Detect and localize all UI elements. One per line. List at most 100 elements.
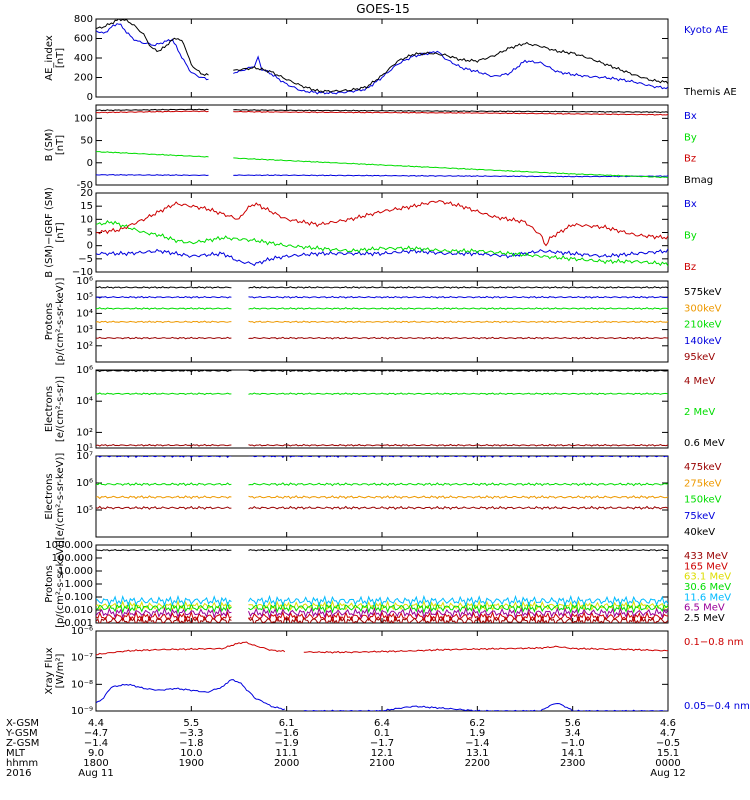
series-line-0-05-0-4-nm (96, 679, 668, 711)
y-tick-label: -50 (77, 180, 93, 191)
y-tick-label: 10⁶ (76, 478, 93, 489)
legend-label: 30.6 MeV (684, 582, 731, 593)
orbit-value: −1.7 (370, 738, 394, 749)
y-tick-label: 10⁵ (76, 292, 93, 303)
y-tick-label: 10 (80, 214, 93, 225)
legend-label: 6.5 MeV (684, 603, 725, 614)
orbit-row-label: X-GSM (6, 718, 39, 729)
legend-label: By (684, 132, 697, 143)
panel-6: 10⁵ 10⁶ 10⁷ Electrons[e/(cm²-s-sr-keV)] 475k… (44, 451, 722, 541)
y-tick-label: 10⁻⁷ (71, 653, 93, 664)
orbit-row-label: Y-GSM (5, 728, 38, 739)
series-line-4-mev (96, 443, 668, 447)
legend-label: 11.6 MeV (684, 592, 731, 603)
orbit-value: 6.2 (469, 718, 485, 729)
legend-label: 75keV (684, 511, 715, 522)
y-tick-label: 400 (74, 53, 93, 64)
orbit-value: −0.5 (656, 738, 680, 749)
y-tick-label: 1.000 (64, 579, 93, 590)
orbit-row-label: hhmm (6, 758, 38, 769)
legend-label: 40keV (684, 527, 715, 538)
legend-label: Kyoto AE (684, 25, 728, 36)
y-axis-label: Electrons[e/(cm²-s-sr-keV)] (44, 453, 66, 541)
panel-8: 10⁻⁹ 10⁻⁸ 10⁻⁷ 10⁻⁶ Xray Flux[W/m²] 0.1−0.8 n… (44, 626, 750, 717)
y-tick-label: 600 (74, 34, 93, 45)
legend-label: Bx (684, 199, 697, 210)
y-tick-label: 0 (87, 241, 93, 252)
y-tick-label: 10⁶ (76, 365, 93, 376)
y-tick-label: 200 (74, 73, 93, 84)
orbit-value: 6.1 (279, 718, 295, 729)
orbit-value: 0.1 (374, 728, 390, 739)
orbit-value: 2300 (560, 758, 585, 769)
orbit-value: 1900 (179, 758, 204, 769)
y-tick-label: 10⁴ (76, 308, 93, 319)
series-line-300kev (96, 320, 668, 324)
legend-label: 4 MeV (684, 376, 715, 387)
y-axis-label: AE_index[nT] (44, 35, 66, 81)
y-axis-label: Protons[p/(cm²-s-sr-keV)] (44, 278, 66, 366)
y-axis-label: B (SM)[nT] (44, 128, 66, 161)
series-line-140kev (96, 295, 668, 299)
y-axis-label: Xray Flux[W/m²] (44, 647, 66, 694)
orbit-value: Aug 11 (78, 768, 113, 779)
y-tick-label: 10² (76, 427, 93, 438)
y-tick-label: 10⁻⁹ (71, 706, 93, 717)
y-tick-label: 10³ (76, 325, 93, 336)
orbit-row-label: Z-GSM (6, 738, 39, 749)
panel-4: 10² 10³ 10⁴ 10⁵ 10⁶ Protons[p/(cm²-s-sr-keV)]… (44, 276, 722, 365)
orbit-value: −1.0 (561, 738, 585, 749)
y-tick-label: 10⁴ (76, 396, 93, 407)
orbit-value: 10.0 (180, 748, 202, 759)
plot-title: GOES-15 (356, 2, 410, 16)
series-line-575kev (96, 286, 668, 289)
legend-label: 2.5 MeV (684, 613, 725, 624)
orbit-value: 0000 (655, 758, 680, 769)
series-line-by (96, 219, 668, 267)
series-line-11-6-mev (96, 594, 668, 608)
y-tick-label: 1000.000 (45, 540, 93, 551)
legend-label: 140keV (684, 336, 722, 347)
orbit-value: 14.1 (562, 748, 584, 759)
y-tick-label: 0.001 (64, 618, 93, 629)
orbit-value: −1.4 (465, 738, 489, 749)
series-line-by (96, 151, 668, 179)
orbit-row-label: MLT (6, 748, 26, 759)
panel-frame (95, 369, 669, 449)
orbit-value: 9.0 (88, 748, 104, 759)
y-tick-label: 10⁶ (76, 276, 93, 287)
y-tick-label: 15 (80, 201, 93, 212)
series-line-bz (96, 199, 668, 247)
orbit-value: 4.4 (88, 718, 104, 729)
legend-label: 63.1 MeV (684, 572, 731, 583)
orbit-value: 4.7 (660, 728, 676, 739)
panel-2: -50 0 50 100 B (SM)[nT] Bx By Bz Bmag (44, 104, 713, 191)
y-tick-label: 20 (80, 188, 93, 199)
orbit-value: 5.6 (565, 718, 581, 729)
y-tick-label: 100 (74, 113, 93, 124)
orbit-value: Aug 12 (650, 768, 685, 779)
y-tick-label: 5 (87, 228, 93, 239)
orbit-value: −1.4 (84, 738, 108, 749)
y-tick-label: 0 (87, 158, 93, 169)
series-line-2-mev (96, 392, 668, 396)
y-tick-label: 10² (76, 341, 93, 352)
series-line-bx (96, 248, 668, 267)
legend-label: Bz (684, 262, 696, 273)
y-tick-label: 0 (87, 92, 93, 103)
orbit-value: −1.6 (275, 728, 299, 739)
y-tick-label: 10⁻⁸ (71, 679, 93, 690)
y-tick-label: 10⁵ (76, 505, 93, 516)
series-line-6-5-mev (96, 606, 668, 620)
legend-label: 575keV (684, 287, 722, 298)
y-tick-label: −10 (72, 267, 93, 278)
legend-label: Bz (684, 154, 696, 165)
series-line-bz (96, 110, 668, 116)
orbit-value: −1.8 (179, 738, 203, 749)
legend-label: Bmag (684, 175, 713, 186)
panel-1: 0 200 400 600 800 AE_index[nT] Kyoto AE Themis … (44, 14, 737, 103)
orbit-value: −4.7 (84, 728, 108, 739)
y-axis-label: B (SM)−IGRF (SM)[nT] (44, 187, 66, 278)
legend-label: 300keV (684, 303, 722, 314)
legend-label: 0.05−0.4 nm (684, 701, 750, 712)
